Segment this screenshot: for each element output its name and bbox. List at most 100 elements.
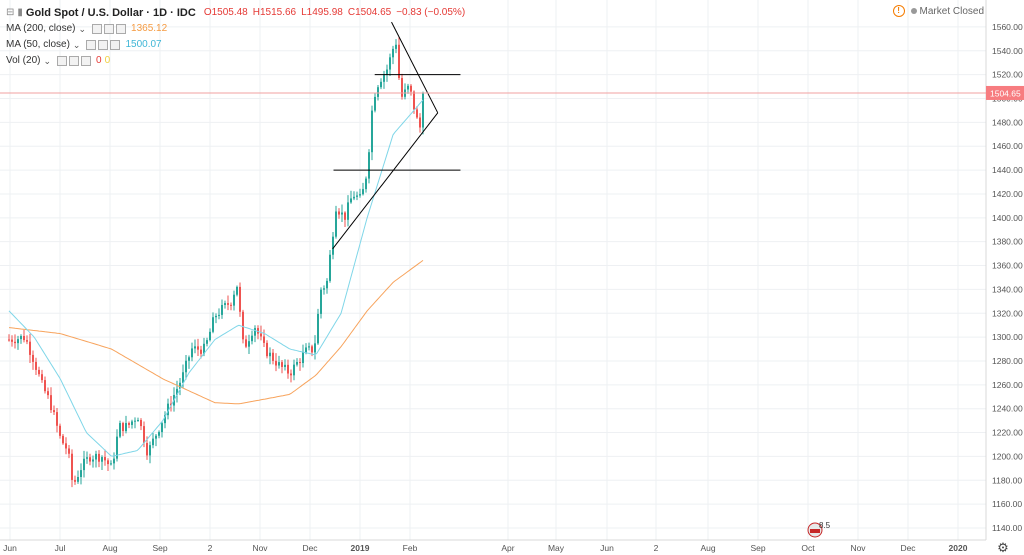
candle-body <box>59 425 61 436</box>
candle-body <box>344 212 346 220</box>
candle-body <box>266 342 268 357</box>
ma50-line <box>8 99 424 457</box>
price-tick-label: 1140.00 <box>992 523 1022 533</box>
time-tick-label: Aug <box>102 543 117 553</box>
gear-icon[interactable]: ⚙ <box>997 541 1009 555</box>
volume-label[interactable]: Vol (20) <box>6 55 41 66</box>
settings-icon[interactable] <box>69 56 80 66</box>
candle-body <box>170 403 172 406</box>
eye-icon[interactable] <box>86 40 97 50</box>
candle-body <box>392 48 394 58</box>
candle-body <box>377 87 379 97</box>
candle-body <box>263 336 265 343</box>
symbol-title[interactable]: Gold Spot / U.S. Dollar · 1D · IDC <box>25 7 196 19</box>
candle-body <box>323 288 325 290</box>
candle-body <box>242 311 244 340</box>
candle-body <box>92 459 94 462</box>
candle-body <box>251 335 253 342</box>
bar-style-icon[interactable]: ▮ <box>17 7 23 18</box>
close-icon[interactable] <box>110 40 121 50</box>
close-value: C1504.65 <box>347 7 392 18</box>
candle-body <box>224 303 226 305</box>
settings-icon[interactable] <box>104 24 115 34</box>
candle-body <box>176 388 178 395</box>
candle-body <box>191 348 193 358</box>
price-tick-label: 1320.00 <box>992 308 1023 318</box>
candle-body <box>197 346 199 350</box>
candle-body <box>77 476 79 482</box>
candle-body <box>413 91 415 110</box>
volume-value: 0 <box>96 55 102 66</box>
candle-body <box>68 448 70 454</box>
candle-body <box>26 340 28 342</box>
settings-icon[interactable] <box>98 40 109 50</box>
candle-body <box>410 85 412 92</box>
event-badge-label: 8.5 <box>819 521 831 530</box>
volume-ma-value: 0 <box>104 55 111 66</box>
candle-body <box>221 304 223 315</box>
ma200-label[interactable]: MA (200, close) <box>6 23 76 34</box>
time-tick-label: Jul <box>55 543 66 553</box>
price-tick-label: 1340.00 <box>992 284 1023 294</box>
triangle-upper-trendline <box>391 21 439 114</box>
candle-body <box>287 364 289 374</box>
price-tick-label: 1400.00 <box>992 213 1023 223</box>
candle-body <box>227 303 229 305</box>
candle-body <box>296 362 298 365</box>
candle-body <box>188 357 190 361</box>
time-tick-label: Sep <box>750 543 765 553</box>
last-price-tag <box>986 85 1024 100</box>
candle-body <box>71 453 73 480</box>
close-icon[interactable] <box>81 56 92 66</box>
candle-body <box>65 443 67 449</box>
price-tick-label: 1300.00 <box>992 332 1023 342</box>
candle-body <box>8 339 10 341</box>
warning-icon[interactable]: ! <box>892 5 905 17</box>
price-tick-label: 1200.00 <box>992 451 1023 461</box>
candle-body <box>182 372 184 383</box>
candle-body <box>416 109 418 118</box>
candle-body <box>395 44 397 49</box>
candle-body <box>329 254 331 281</box>
candle-body <box>386 69 388 75</box>
eye-icon[interactable] <box>92 24 103 34</box>
ma200-value: 1365.12 <box>131 23 168 34</box>
candle-body <box>371 110 373 153</box>
candle-body <box>281 362 283 367</box>
candle-body <box>254 328 256 336</box>
candle-body <box>101 457 103 462</box>
chevron-down-icon[interactable]: ⌄ <box>43 56 52 66</box>
candle-body <box>122 423 124 432</box>
candle-body <box>326 280 328 289</box>
candle-body <box>50 395 52 411</box>
candle-body <box>125 423 127 432</box>
chart-legend: ⊟ ▮ Gold Spot / U.S. Dollar · 1D · IDC O… <box>6 5 470 69</box>
candle-body <box>164 415 166 424</box>
collapse-icon[interactable]: ⊟ <box>6 7 15 18</box>
candle-body <box>383 74 385 82</box>
time-tick-label: Nov <box>252 543 268 553</box>
chevron-down-icon[interactable]: ⌄ <box>72 40 81 50</box>
time-tick-label: 2020 <box>949 543 968 553</box>
ma50-label[interactable]: MA (50, close) <box>6 39 70 50</box>
time-tick-label: 2 <box>654 543 659 553</box>
candle-body <box>20 336 22 340</box>
candle-body <box>152 438 154 446</box>
price-tick-label: 1160.00 <box>992 499 1022 509</box>
market-status: ! Market Closed <box>892 5 984 17</box>
candle-body <box>233 294 235 306</box>
candle-body <box>83 458 85 471</box>
eye-icon[interactable] <box>57 56 68 66</box>
triangle-lower-trendline <box>332 112 439 250</box>
candle-body <box>347 202 349 220</box>
candle-body <box>380 81 382 88</box>
candle-body <box>41 374 43 381</box>
candle-body <box>341 212 343 215</box>
chevron-down-icon[interactable]: ⌄ <box>78 24 87 34</box>
candle-body <box>320 289 322 314</box>
candle-body <box>14 341 16 344</box>
close-icon[interactable] <box>116 24 127 34</box>
status-dot-icon <box>910 8 917 14</box>
price-tick-label: 1360.00 <box>992 261 1023 271</box>
